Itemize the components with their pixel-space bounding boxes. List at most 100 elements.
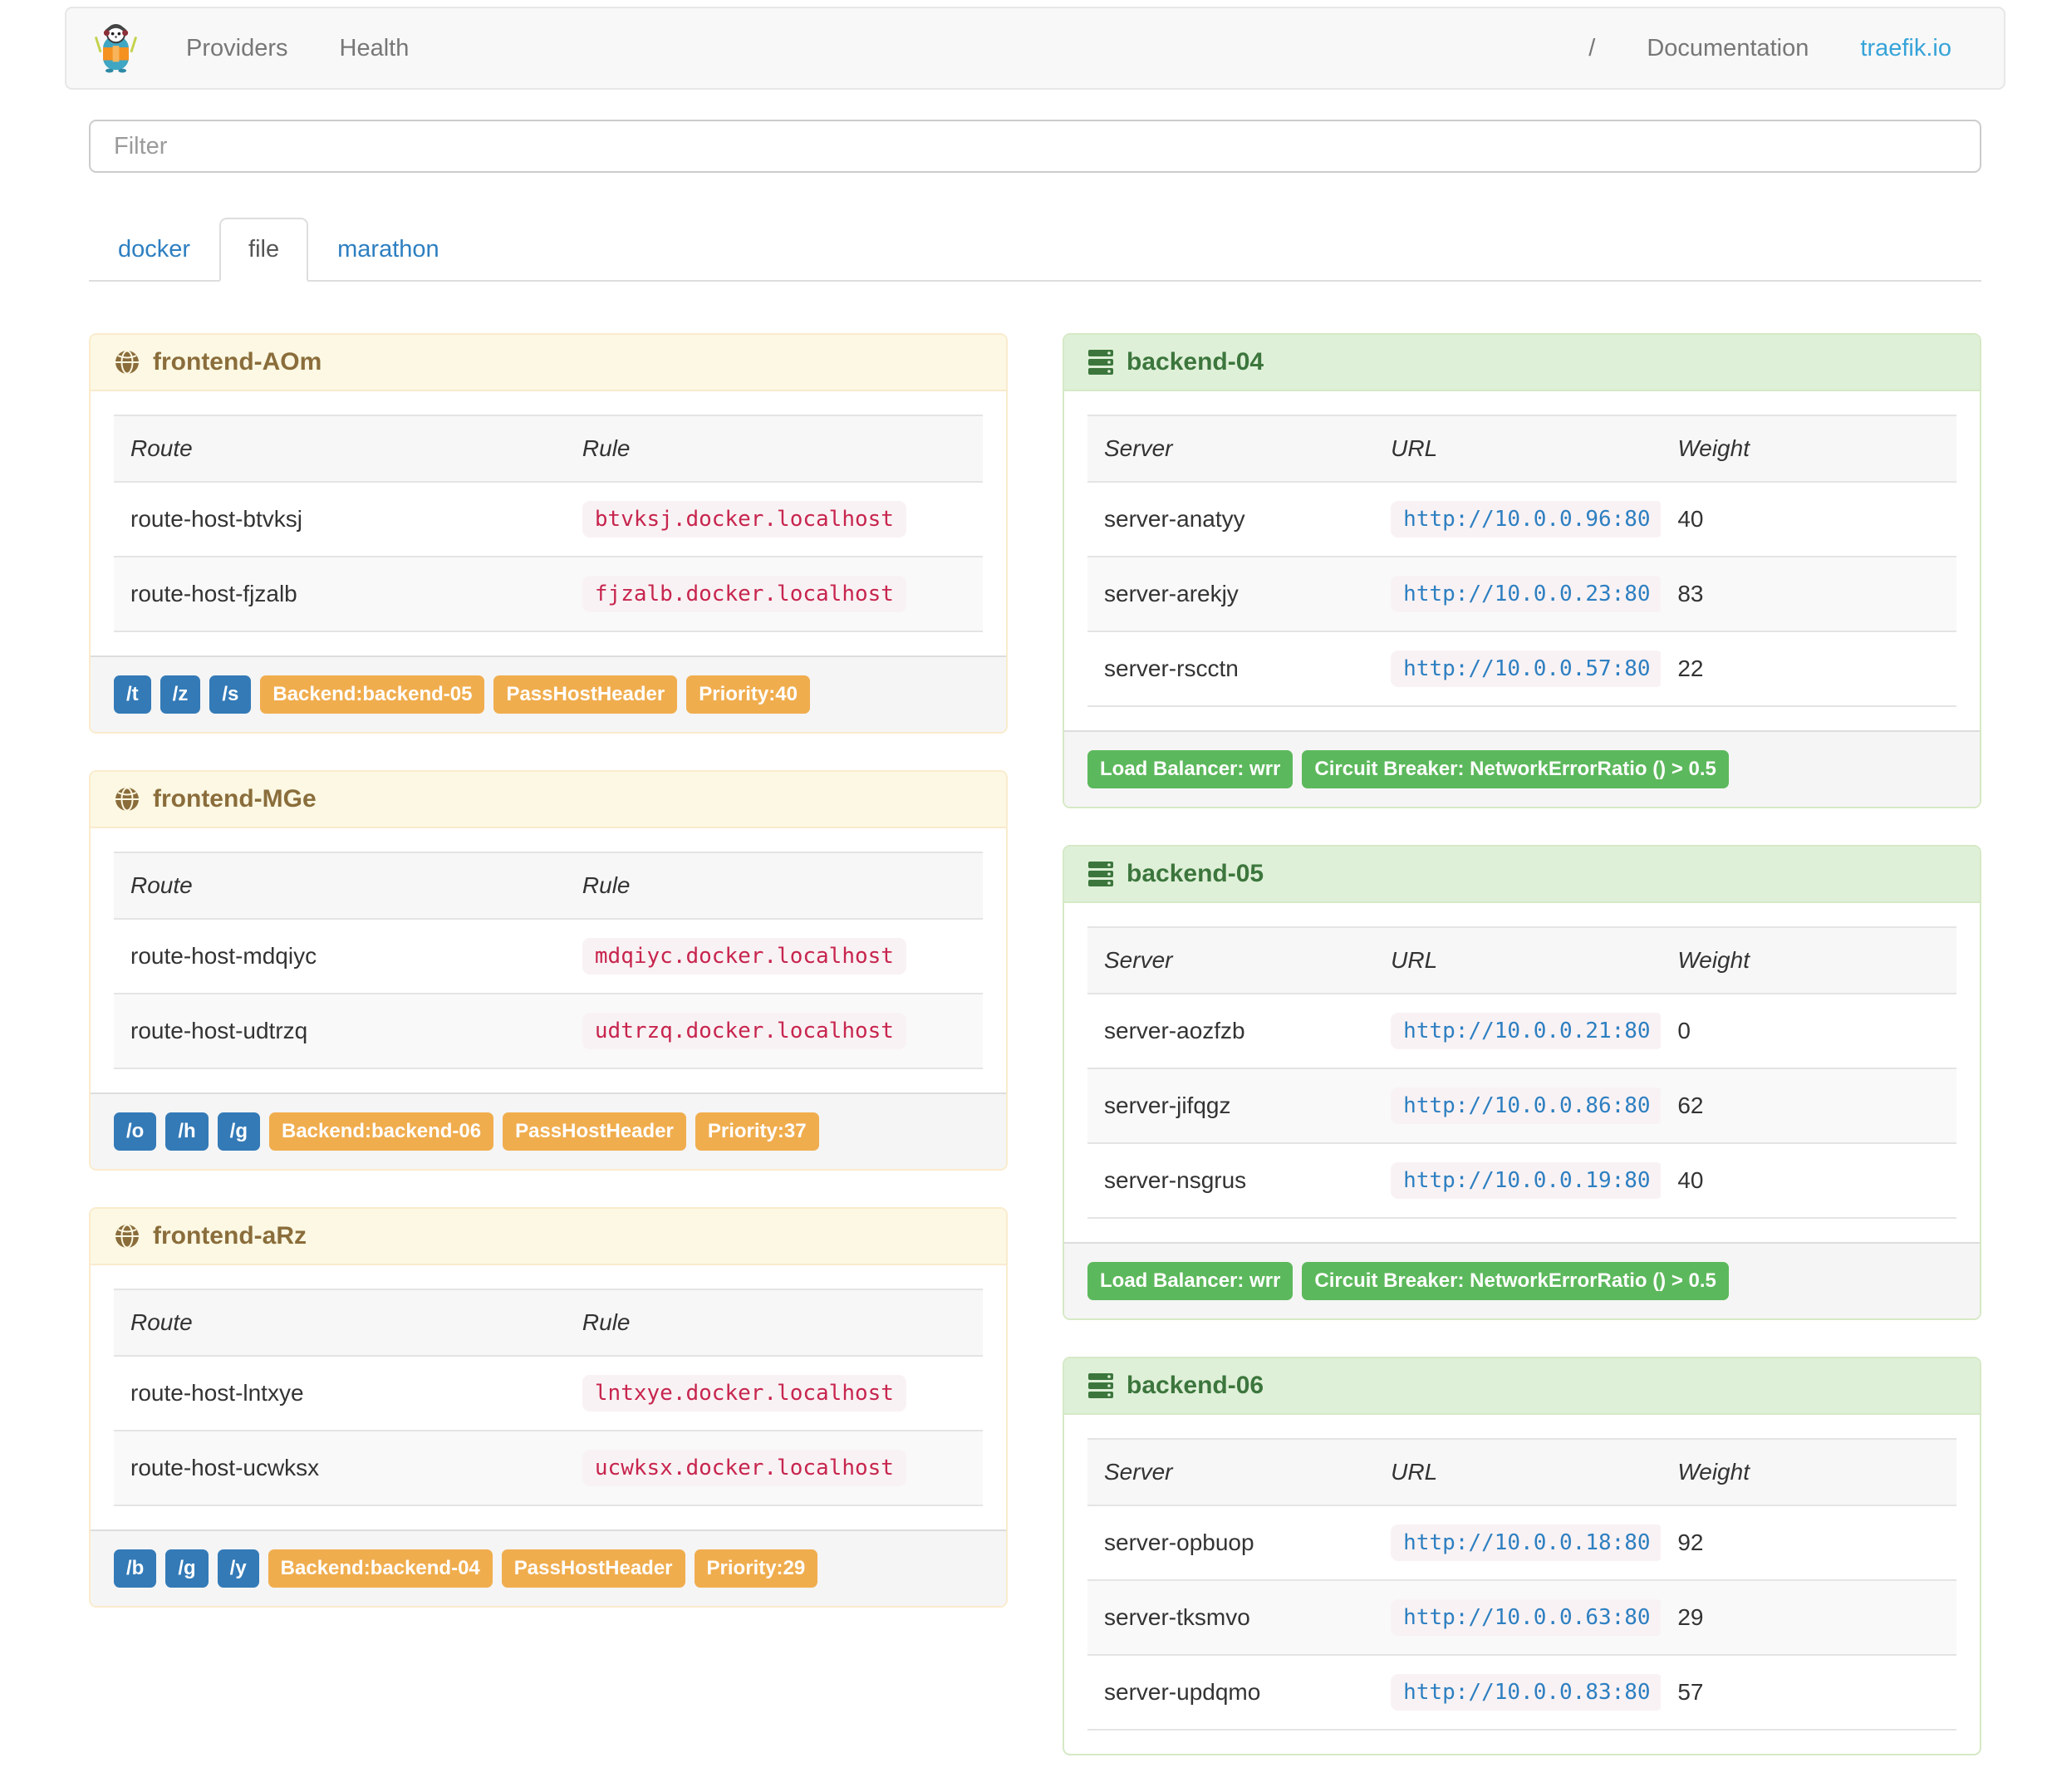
- route-cell: route-host-mdqiyc: [130, 943, 317, 969]
- frontends-column: frontend-AOm Route Rule ro: [89, 333, 1008, 1644]
- navbar-left-links: Providers Health: [160, 8, 434, 88]
- circuit-breaker-badge: Circuit Breaker: NetworkErrorRatio () > …: [1302, 750, 1729, 788]
- url-column-header: URL: [1391, 1459, 1438, 1485]
- weight-column-header: Weight: [1677, 435, 1750, 461]
- routes-table: Route Rule route-host-mdqiyc mdqiyc.dock…: [114, 852, 983, 1069]
- table-row: server-rscctn http://10.0.0.57:80 22: [1087, 631, 1956, 706]
- priority-badge: Priority:37: [695, 1112, 819, 1151]
- server-icon: [1088, 862, 1113, 886]
- server-cell: server-tksmvo: [1104, 1604, 1250, 1630]
- server-cell: server-updqmo: [1104, 1679, 1261, 1705]
- frontend-panel-body: Route Rule route-host-btvksj btvksj.dock…: [91, 391, 1006, 655]
- priority-badge: Priority:29: [694, 1549, 818, 1588]
- navbar-right-links: / Documentation traefik.io: [1563, 35, 2004, 62]
- nav-item-root-path[interactable]: /: [1588, 34, 1596, 61]
- rule-column-header: Rule: [582, 1309, 631, 1335]
- table-row: route-host-btvksj btvksj.docker.localhos…: [114, 482, 983, 557]
- table-row: server-nsgrus http://10.0.0.19:80 40: [1087, 1143, 1956, 1218]
- passhostheader-badge: PassHostHeader: [501, 1549, 685, 1588]
- url-chip: http://10.0.0.86:80: [1391, 1087, 1662, 1124]
- backend-panel-heading: backend-06: [1064, 1358, 1980, 1415]
- passhostheader-badge: PassHostHeader: [493, 675, 678, 714]
- table-row: server-updqmo http://10.0.0.83:80 57: [1087, 1655, 1956, 1730]
- tab-docker[interactable]: docker: [118, 236, 191, 263]
- route-cell: route-host-lntxye: [130, 1380, 304, 1406]
- nav-item-traefik-io[interactable]: traefik.io: [1860, 34, 1951, 61]
- frontend-panel: frontend-AOm Route Rule ro: [89, 333, 1008, 734]
- url-chip: http://10.0.0.96:80: [1391, 501, 1662, 538]
- panel-title: frontend-MGe: [153, 785, 317, 813]
- server-icon: [1088, 1373, 1113, 1398]
- routes-table: Route Rule route-host-btvksj btvksj.dock…: [114, 415, 983, 632]
- frontend-panel-heading: frontend-MGe: [91, 772, 1006, 828]
- rule-chip: mdqiyc.docker.localhost: [582, 938, 906, 975]
- navbar: Providers Health / Documentation traefik…: [65, 7, 2005, 90]
- weight-cell: 0: [1677, 1018, 1691, 1043]
- nav-item-documentation[interactable]: Documentation: [1647, 34, 1809, 61]
- url-chip: http://10.0.0.21:80: [1391, 1013, 1662, 1049]
- url-column-header: URL: [1391, 947, 1438, 973]
- table-row: route-host-udtrzq udtrzq.docker.localhos…: [114, 994, 983, 1068]
- servers-table: Server URL Weight server-opbuop http://1…: [1087, 1438, 1956, 1731]
- table-row: server-opbuop http://10.0.0.18:80 92: [1087, 1505, 1956, 1580]
- server-cell: server-aozfzb: [1104, 1018, 1245, 1043]
- rule-chip: ucwksx.docker.localhost: [582, 1450, 906, 1486]
- table-row: server-anatyy http://10.0.0.96:80 40: [1087, 482, 1956, 557]
- table-header-row: Route Rule: [114, 415, 983, 482]
- panel-title: backend-05: [1127, 860, 1264, 887]
- table-header-row: Server URL Weight: [1087, 1439, 1956, 1505]
- weight-cell: 62: [1677, 1092, 1704, 1118]
- rule-chip: btvksj.docker.localhost: [582, 501, 906, 538]
- path-badge: /t: [114, 675, 151, 714]
- server-cell: server-arekjy: [1104, 581, 1239, 606]
- route-column-header: Route: [130, 435, 193, 461]
- url-chip: http://10.0.0.63:80: [1391, 1599, 1662, 1636]
- weight-cell: 22: [1677, 655, 1704, 681]
- url-column-header: URL: [1391, 435, 1438, 461]
- panel-title: frontend-AOm: [153, 348, 322, 376]
- nav-item-providers[interactable]: Providers: [186, 34, 288, 61]
- rule-column-header: Rule: [582, 872, 631, 898]
- servers-table: Server URL Weight server-aozfzb http://1…: [1087, 926, 1956, 1219]
- frontend-panel-footer: /o /h /g Backend:backend-06 PassHostHead…: [91, 1092, 1006, 1169]
- table-header-row: Server URL Weight: [1087, 415, 1956, 482]
- table-row: route-host-fjzalb fjzalb.docker.localhos…: [114, 557, 983, 631]
- nav-item-health[interactable]: Health: [339, 34, 410, 61]
- rule-chip: fjzalb.docker.localhost: [582, 576, 906, 612]
- backend-panel: backend-04 Server URL Weight: [1063, 333, 1981, 808]
- path-badge: /z: [160, 675, 201, 714]
- globe-icon: [115, 787, 139, 812]
- table-row: route-host-mdqiyc mdqiyc.docker.localhos…: [114, 919, 983, 994]
- rule-chip: udtrzq.docker.localhost: [582, 1013, 906, 1049]
- filter-input[interactable]: [89, 120, 1981, 173]
- table-row: route-host-lntxye lntxye.docker.localhos…: [114, 1356, 983, 1431]
- panel-title: backend-06: [1127, 1372, 1264, 1399]
- route-cell: route-host-udtrzq: [130, 1018, 308, 1043]
- path-badge: /b: [114, 1549, 157, 1588]
- tab-marathon[interactable]: marathon: [337, 236, 439, 263]
- server-icon: [1088, 350, 1113, 375]
- traefik-logo[interactable]: [66, 23, 160, 73]
- weight-cell: 83: [1677, 581, 1704, 606]
- route-column-header: Route: [130, 872, 193, 898]
- provider-tabs: docker file marathon: [89, 218, 1981, 282]
- load-balancer-badge: Load Balancer: wrr: [1087, 1262, 1293, 1300]
- frontend-panel: frontend-MGe Route Rule ro: [89, 770, 1008, 1171]
- table-row: server-arekjy http://10.0.0.23:80 83: [1087, 557, 1956, 631]
- load-balancer-badge: Load Balancer: wrr: [1087, 750, 1293, 788]
- path-badge: /g: [217, 1112, 260, 1151]
- frontend-panel: frontend-aRz Route Rule ro: [89, 1207, 1008, 1608]
- backends-column: backend-04 Server URL Weight: [1063, 333, 1981, 1792]
- backend-panel: backend-05 Server URL Weight: [1063, 845, 1981, 1320]
- table-row: route-host-ucwksx ucwksx.docker.localhos…: [114, 1431, 983, 1505]
- weight-cell: 40: [1677, 506, 1704, 532]
- backend-panel-body: Server URL Weight server-opbuop http://1…: [1064, 1415, 1980, 1754]
- routes-table: Route Rule route-host-lntxye lntxye.dock…: [114, 1289, 983, 1506]
- globe-icon: [115, 350, 139, 375]
- rule-column-header: Rule: [582, 435, 631, 461]
- globe-icon: [115, 1224, 139, 1249]
- main-container: docker file marathon frontend-AOm: [89, 90, 1981, 1792]
- frontend-panel-body: Route Rule route-host-lntxye lntxye.dock…: [91, 1265, 1006, 1529]
- tab-file[interactable]: file: [219, 218, 309, 282]
- weight-column-header: Weight: [1677, 1459, 1750, 1485]
